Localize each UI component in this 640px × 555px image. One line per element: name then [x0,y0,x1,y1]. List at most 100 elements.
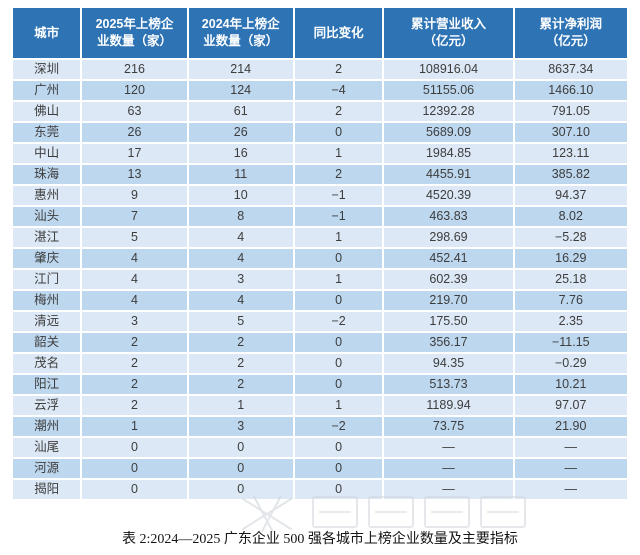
value-cell: −11.15 [514,331,627,352]
value-cell: 0 [188,457,295,478]
table-row: 惠州 9 10 −1 4520.39 94.37 [13,184,627,205]
value-cell: 7.76 [514,289,627,310]
value-cell: 1984.85 [384,142,515,163]
table-row: 梅州 4 4 0 219.70 7.76 [13,289,627,310]
value-cell: 0 [82,436,189,457]
value-cell: 4 [82,268,189,289]
value-cell: 10 [188,184,295,205]
value-cell: 4455.91 [384,163,515,184]
value-cell: 5 [82,226,189,247]
value-cell: — [384,457,515,478]
city-ranking-table: 城市 2025年上榜企 业数量（家） 2024年上榜企 业数量（家） 同比变化 累计营业收入… [13,8,627,499]
value-cell: 3 [188,268,295,289]
value-cell: −1 [294,205,385,226]
value-cell: 791.05 [514,100,627,121]
value-cell: 1 [294,394,385,415]
value-cell: 216 [82,58,189,79]
column-header-net-profit: 累计净利润 （亿元） [514,8,627,58]
value-cell: 11 [188,163,295,184]
value-cell: — [514,478,627,499]
value-cell: 298.69 [384,226,515,247]
value-cell: 13 [82,163,189,184]
value-cell: −4 [294,79,385,100]
city-cell: 潮州 [13,415,83,436]
value-cell: 21.90 [514,415,627,436]
table-row: 湛江 5 4 1 298.69 −5.28 [13,226,627,247]
value-cell: 4 [188,289,295,310]
value-cell: 2 [294,163,385,184]
table-caption: 表 2:2024—2025 广东企业 500 强各城市上榜企业数量及主要指标 [122,532,518,547]
value-cell: 2 [294,58,385,79]
value-cell: 0 [82,457,189,478]
table-row: 茂名 2 2 0 94.35 −0.29 [13,352,627,373]
value-cell: 1 [294,268,385,289]
value-cell: 0 [294,478,385,499]
table-row: 云浮 2 1 1 1189.94 97.07 [13,394,627,415]
column-header-revenue: 累计营业收入 （亿元） [384,8,515,58]
table-row: 清远 3 5 −2 175.50 2.35 [13,310,627,331]
value-cell: 452.41 [384,247,515,268]
value-cell: 7 [82,205,189,226]
value-cell: 307.10 [514,121,627,142]
value-cell: 12392.28 [384,100,515,121]
table-body: 深圳 216 214 2 108916.04 8637.34 广州 120 124 −4 51155… [13,58,627,499]
value-cell: 26 [188,121,295,142]
value-cell: 4 [188,226,295,247]
value-cell: 10.21 [514,373,627,394]
city-cell: 云浮 [13,394,83,415]
table-row: 东莞 26 26 0 5689.09 307.10 [13,121,627,142]
value-cell: 25.18 [514,268,627,289]
value-cell: 0 [188,436,295,457]
value-cell: 0 [82,478,189,499]
city-cell: 揭阳 [13,478,83,499]
value-cell: — [384,436,515,457]
value-cell: 2 [188,352,295,373]
value-cell: 2 [188,373,295,394]
value-cell: 1189.94 [384,394,515,415]
value-cell: 73.75 [384,415,515,436]
value-cell: −2 [294,415,385,436]
value-cell: 0 [294,121,385,142]
table-row: 江门 4 3 1 602.39 25.18 [13,268,627,289]
value-cell: 4 [188,247,295,268]
column-header-count-2024: 2024年上榜企 业数量（家） [188,8,295,58]
city-cell: 东莞 [13,121,83,142]
table-row: 河源 0 0 0— — [13,457,627,478]
value-cell: 1 [82,415,189,436]
value-cell: 97.07 [514,394,627,415]
value-cell: — [384,478,515,499]
value-cell: 356.17 [384,331,515,352]
value-cell: 94.35 [384,352,515,373]
value-cell: 3 [188,415,295,436]
value-cell: 602.39 [384,268,515,289]
value-cell: 385.82 [514,163,627,184]
value-cell: 1 [294,142,385,163]
table-row: 汕头 7 8 −1 463.83 8.02 [13,205,627,226]
table-row: 韶关 2 2 0 356.17 −11.15 [13,331,627,352]
value-cell: — [514,436,627,457]
city-cell: 深圳 [13,58,83,79]
city-cell: 梅州 [13,289,83,310]
value-cell: 4520.39 [384,184,515,205]
value-cell: 16.29 [514,247,627,268]
value-cell: 0 [294,373,385,394]
value-cell: −0.29 [514,352,627,373]
city-cell: 茂名 [13,352,83,373]
city-cell: 肇庆 [13,247,83,268]
table-row: 广州 120 124 −4 51155.06 1466.10 [13,79,627,100]
city-cell: 清远 [13,310,83,331]
table-row: 中山 17 16 1 1984.85 123.11 [13,142,627,163]
value-cell: 8.02 [514,205,627,226]
value-cell: 463.83 [384,205,515,226]
value-cell: 8 [188,205,295,226]
value-cell: 214 [188,58,295,79]
value-cell: 1 [294,226,385,247]
value-cell: 5 [188,310,295,331]
value-cell: 0 [294,352,385,373]
value-cell: 9 [82,184,189,205]
table-row: 深圳 216 214 2 108916.04 8637.34 [13,58,627,79]
value-cell: 0 [294,436,385,457]
city-cell: 湛江 [13,226,83,247]
column-header-yoy-change: 同比变化 [294,8,385,58]
value-cell: 2 [294,100,385,121]
